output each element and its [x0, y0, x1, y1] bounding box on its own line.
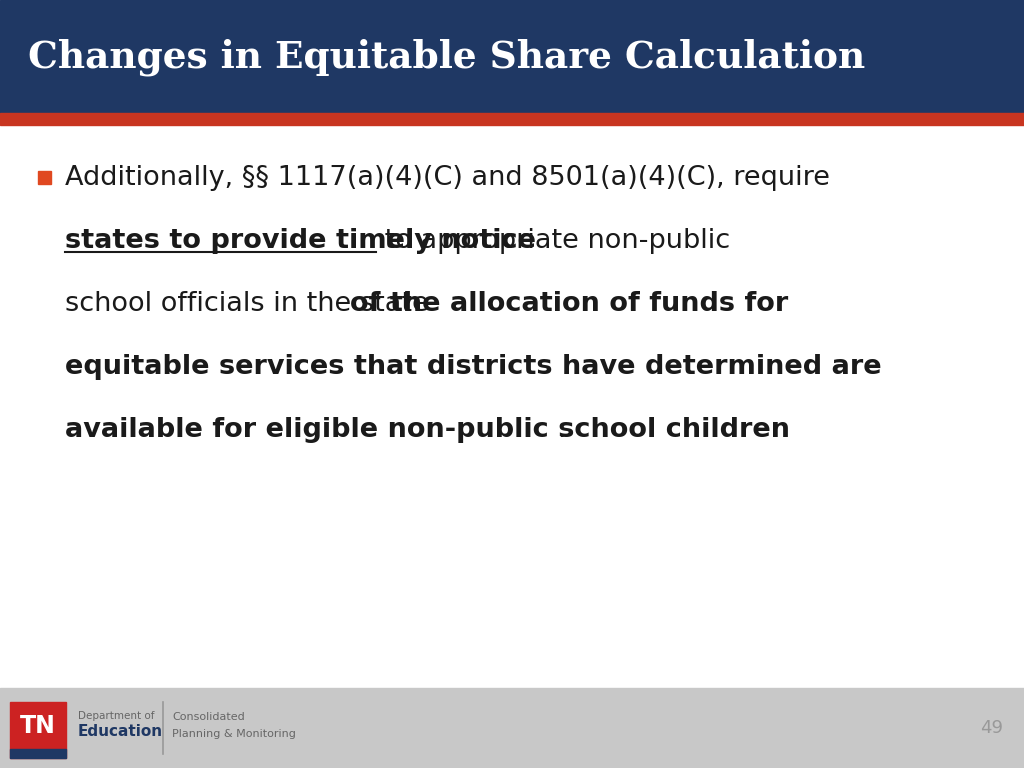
Bar — [0, 688, 1024, 768]
Bar — [10, 702, 66, 758]
Bar — [0, 113, 1024, 125]
Bar — [0, 0, 1024, 113]
Text: of the allocation of funds for: of the allocation of funds for — [350, 291, 788, 317]
Text: Consolidated: Consolidated — [172, 712, 245, 722]
Text: TN: TN — [20, 714, 56, 738]
Text: Changes in Equitable Share Calculation: Changes in Equitable Share Calculation — [28, 38, 865, 76]
Text: .: . — [557, 417, 565, 443]
Text: Department of: Department of — [78, 711, 155, 721]
Text: equitable services that districts have determined are: equitable services that districts have d… — [65, 354, 882, 380]
Bar — [38, 171, 51, 184]
Text: states to provide timely notice: states to provide timely notice — [65, 228, 536, 254]
Text: available for eligible non-public school children: available for eligible non-public school… — [65, 417, 790, 443]
Text: to appropriate non-public: to appropriate non-public — [376, 228, 730, 254]
Bar — [10, 749, 66, 758]
Text: Additionally, §§ 1117(a)(4)(C) and 8501(a)(4)(C), require: Additionally, §§ 1117(a)(4)(C) and 8501(… — [65, 165, 830, 191]
Text: Planning & Monitoring: Planning & Monitoring — [172, 729, 296, 739]
Text: 49: 49 — [981, 719, 1004, 737]
Text: Education: Education — [78, 724, 163, 740]
Bar — [0, 125, 1024, 688]
Text: school officials in the state: school officials in the state — [65, 291, 437, 317]
